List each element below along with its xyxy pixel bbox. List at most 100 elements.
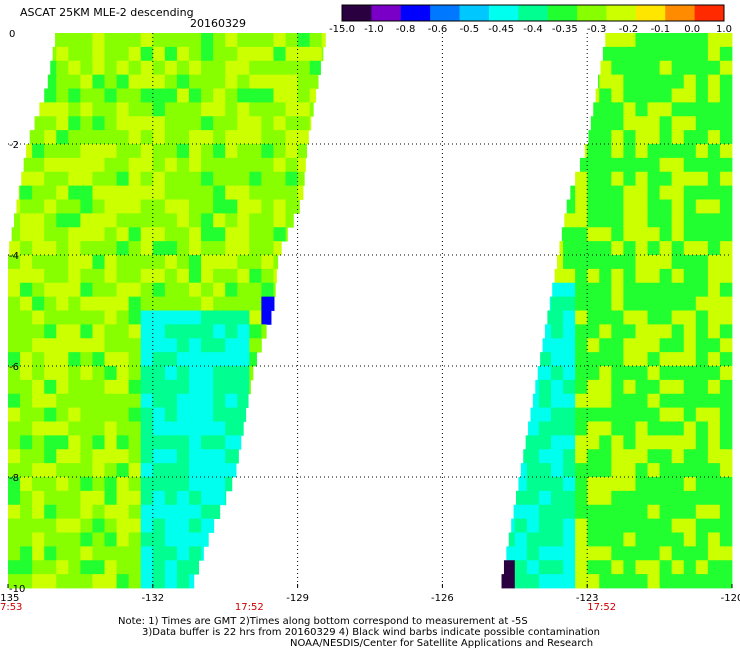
heatmap-cell: [213, 60, 226, 76]
heatmap-cell: [635, 463, 648, 478]
heatmap-cell: [599, 199, 612, 214]
heatmap-cell: [116, 546, 130, 561]
heatmap-cell: [623, 74, 636, 89]
heatmap-cell: [32, 296, 45, 311]
heatmap-cell: [635, 144, 648, 159]
heatmap-cell: [104, 60, 117, 76]
heatmap-cell: [551, 560, 564, 575]
heatmap-cell: [635, 282, 648, 298]
heatmap-cell: [20, 574, 33, 589]
heatmap-cell: [213, 130, 226, 145]
heatmap-cell: [56, 574, 69, 589]
heatmap-cell: [575, 282, 588, 298]
heatmap-cell: [140, 102, 154, 117]
heatmap-cell: [683, 518, 697, 533]
heatmap-cell: [55, 33, 57, 48]
colorbar-tick-label: 0.0: [684, 24, 700, 35]
heatmap-cell: [20, 338, 33, 353]
heatmap-cell: [671, 379, 685, 395]
heatmap-cell: [116, 199, 130, 214]
heatmap-cell: [213, 255, 226, 270]
heatmap-cell: [32, 393, 45, 409]
heatmap-cell: [56, 518, 69, 533]
heatmap-cell: [44, 574, 57, 589]
heatmap-cell: [104, 463, 117, 478]
heatmap-cell: [164, 435, 178, 450]
heatmap-cell: [176, 282, 190, 298]
heatmap-cell: [201, 171, 214, 187]
heatmap-cell: [249, 282, 262, 298]
heatmap-cell: [140, 310, 154, 325]
heatmap-cell: [237, 33, 250, 48]
heatmap-cell: [563, 366, 576, 381]
heatmap-cell: [611, 560, 624, 575]
heatmap-cell: [189, 171, 202, 187]
heatmap-cell: [44, 379, 57, 395]
heatmap-cell: [80, 144, 93, 159]
heatmap-cell: [56, 282, 69, 298]
heatmap-cell: [719, 366, 733, 381]
heatmap-cell: [249, 88, 262, 103]
heatmap-cell: [611, 268, 624, 284]
heatmap-cell: [68, 421, 81, 436]
heatmap-cell: [695, 407, 709, 422]
heatmap-cell: [80, 74, 93, 89]
heatmap-cell: [647, 366, 660, 381]
heatmap-cell: [719, 33, 733, 48]
heatmap-cell: [695, 518, 709, 533]
heatmap-cell: [189, 546, 202, 561]
heatmap-cell: [647, 532, 660, 547]
heatmap-cell: [551, 421, 564, 436]
heatmap-cell: [213, 490, 226, 506]
heatmap-cell: [719, 157, 733, 173]
heatmap-cell: [20, 477, 33, 492]
heatmap-cell: [237, 421, 244, 436]
heatmap-cell: [56, 227, 69, 242]
heatmap-cell: [201, 338, 214, 353]
heatmap-cell: [514, 560, 528, 575]
heatmap-cell: [659, 199, 673, 214]
heatmap-cell: [213, 310, 226, 325]
heatmap-cell: [587, 282, 600, 298]
heatmap-cell: [68, 102, 81, 117]
heatmap-cell: [261, 88, 274, 103]
heatmap-cell: [719, 421, 733, 436]
heatmap-cell: [538, 490, 552, 506]
heatmap-cell: [707, 532, 721, 547]
heatmap-cell: [599, 463, 612, 478]
heatmap-cell: [557, 255, 564, 270]
heatmap-cell: [237, 102, 250, 117]
heatmap-cell: [719, 116, 733, 131]
heatmap-cell: [213, 324, 226, 339]
heatmap-cell: [176, 393, 190, 409]
heatmap-cell: [635, 407, 648, 422]
heatmap-cell: [587, 504, 600, 520]
heatmap-cell: [140, 504, 154, 520]
heatmap-cell: [551, 393, 564, 409]
heatmap-cell: [587, 574, 600, 589]
heatmap-cell: [575, 407, 588, 422]
heatmap-cell: [261, 171, 274, 187]
heatmap-cell: [635, 157, 648, 173]
heatmap-cell: [599, 574, 612, 589]
heatmap-cell: [152, 352, 166, 367]
heatmap-cell: [225, 33, 238, 48]
heatmap-cell: [32, 518, 45, 533]
heatmap-cell: [56, 255, 69, 270]
heatmap-cell: [683, 296, 697, 311]
heatmap-cell: [719, 171, 733, 187]
heatmap-cell: [176, 366, 190, 381]
heatmap-cell: [92, 338, 105, 353]
heatmap-cell: [201, 463, 214, 478]
heatmap-cell: [92, 366, 105, 381]
heatmap-cell: [683, 282, 697, 298]
heatmap-cell: [683, 74, 697, 89]
colorbar-segment: [459, 5, 490, 21]
heatmap-cell: [92, 60, 105, 76]
heatmap-cell: [189, 435, 202, 450]
heatmap-cell: [598, 74, 600, 89]
heatmap-cell: [189, 379, 202, 395]
heatmap-cell: [104, 46, 117, 62]
heatmap-cell: [297, 157, 306, 173]
heatmap-cell: [635, 352, 648, 367]
